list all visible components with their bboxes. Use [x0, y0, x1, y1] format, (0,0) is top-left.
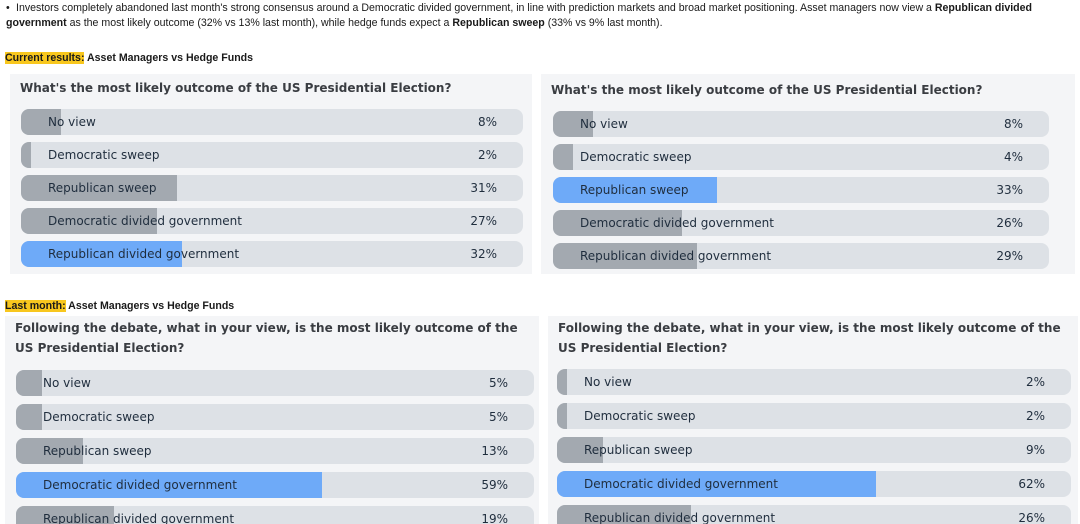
poll-option-bar-fill — [16, 506, 115, 524]
poll-option-percent: 4% — [1003, 150, 1023, 164]
poll-option[interactable]: Republican divided government 19% — [16, 506, 534, 524]
poll-option[interactable]: Democratic divided government 62% — [557, 471, 1071, 497]
poll-option-label: Republican divided government — [48, 247, 240, 261]
poll-question: Following the debate, what in your view,… — [558, 321, 1061, 355]
poll-option-bar-fill — [553, 144, 573, 170]
poll-option-bar-fill — [16, 472, 322, 498]
poll-option-label: Republican divided government — [43, 512, 235, 524]
poll-option-percent: 32% — [470, 247, 497, 261]
poll-option[interactable]: Democratic divided government 26% — [553, 210, 1049, 236]
poll-option-bar-fill — [21, 208, 157, 234]
poll-option-label: Republican divided government — [580, 249, 772, 263]
poll-option[interactable]: No view 2% — [557, 369, 1071, 395]
poll-option[interactable]: Republican sweep 9% — [557, 437, 1071, 463]
current-poll-panel-2: What's the most likely outcome of the US… — [541, 74, 1075, 274]
current-results-heading: Current results: Asset Managers vs Hedge… — [5, 52, 254, 64]
poll-option-percent: 9% — [1025, 443, 1045, 457]
poll-option-label: No view — [48, 115, 96, 129]
poll-option-bar-fill — [557, 471, 876, 497]
poll-option-percent: 5% — [488, 376, 508, 390]
poll-option-bar-fill — [21, 175, 177, 201]
bullet-icon: • — [6, 2, 10, 14]
poll-option-bar-fill — [557, 403, 568, 429]
poll-option-bar-fill — [16, 404, 42, 430]
last-poll-panel-1: Following the debate, what in your view,… — [5, 316, 539, 524]
poll-option[interactable]: Republican sweep 31% — [21, 175, 523, 201]
poll-option-percent: 26% — [1018, 511, 1045, 524]
poll-option[interactable]: Republican divided government 26% — [557, 505, 1071, 524]
poll-option-label: Democratic sweep — [48, 148, 160, 162]
poll-option-percent: 27% — [470, 214, 497, 228]
poll-option-bar-fill — [553, 177, 717, 203]
poll-option-label: Republican sweep — [580, 183, 689, 197]
poll-option-percent: 59% — [481, 478, 508, 492]
poll-option[interactable]: Democratic divided government 59% — [16, 472, 534, 498]
poll-option-label: No view — [580, 117, 628, 131]
poll-option-bar-fill — [557, 437, 604, 463]
poll-option-label: Democratic divided government — [584, 477, 778, 491]
poll-option-bar-fill — [16, 370, 42, 396]
poll-option-percent: 13% — [481, 444, 508, 458]
poll-option-label: No view — [584, 375, 632, 389]
current-results-highlight: Current results: — [5, 52, 85, 64]
poll-option[interactable]: Republican divided government 32% — [21, 241, 523, 267]
poll-option[interactable]: No view 8% — [553, 111, 1049, 137]
poll-question: Following the debate, what in your view,… — [15, 321, 518, 355]
last-month-heading: Last month: Asset Managers vs Hedge Fund… — [5, 300, 235, 312]
poll-option-label: Democratic divided government — [48, 214, 242, 228]
poll-option-label: Democratic sweep — [584, 409, 696, 423]
poll-option-percent: 62% — [1018, 477, 1045, 491]
poll-option[interactable]: No view 8% — [21, 109, 523, 135]
poll-option[interactable]: Republican sweep 33% — [553, 177, 1049, 203]
poll-option-bar-fill — [21, 241, 182, 267]
poll-option-percent: 2% — [477, 148, 497, 162]
poll-option-label: Republican sweep — [48, 181, 157, 195]
poll-option[interactable]: Democratic sweep 2% — [557, 403, 1071, 429]
poll-option-label: Democratic divided government — [580, 216, 774, 230]
poll-option-percent: 2% — [1025, 375, 1045, 389]
poll-option[interactable]: Republican divided government 29% — [553, 243, 1049, 269]
poll-option-bar-fill — [553, 210, 682, 236]
poll-option-label: Democratic sweep — [580, 150, 692, 164]
poll-option-bar-fill — [553, 243, 697, 269]
poll-option-percent: 5% — [488, 410, 508, 424]
poll-option-bar-fill — [21, 142, 32, 168]
poll-option-label: Republican sweep — [584, 443, 693, 457]
poll-option-percent: 33% — [996, 183, 1023, 197]
poll-option-label: Republican divided government — [584, 511, 776, 524]
poll-option[interactable]: Republican sweep 13% — [16, 438, 534, 464]
last-month-highlight: Last month: — [5, 300, 66, 312]
poll-option-bar-fill — [16, 438, 84, 464]
current-poll-panel-1: What's the most likely outcome of the US… — [10, 74, 532, 274]
poll-option-bar-fill — [21, 109, 62, 135]
poll-option[interactable]: Democratic sweep 4% — [553, 144, 1049, 170]
poll-option-percent: 31% — [470, 181, 497, 195]
poll-option[interactable]: Democratic sweep 2% — [21, 142, 523, 168]
intro-bullet-text: • Investors completely abandoned last mon… — [6, 2, 1032, 29]
poll-question: What's the most likely outcome of the US… — [20, 81, 452, 95]
poll-option-percent: 2% — [1025, 409, 1045, 423]
poll-option-percent: 8% — [1003, 117, 1023, 131]
poll-option-bar-fill — [557, 369, 568, 395]
poll-option-percent: 8% — [477, 115, 497, 129]
poll-option-label: Democratic divided government — [43, 478, 237, 492]
poll-option-bar-fill — [553, 111, 593, 137]
last-poll-panel-2: Following the debate, what in your view,… — [548, 316, 1078, 524]
poll-question: What's the most likely outcome of the US… — [551, 83, 983, 97]
poll-option-label: Democratic sweep — [43, 410, 155, 424]
poll-option[interactable]: Democratic sweep 5% — [16, 404, 534, 430]
poll-option-bar-fill — [557, 505, 691, 524]
poll-option[interactable]: No view 5% — [16, 370, 534, 396]
poll-option[interactable]: Democratic divided government 27% — [21, 208, 523, 234]
poll-option-label: Republican sweep — [43, 444, 152, 458]
poll-option-percent: 19% — [481, 512, 508, 524]
poll-option-percent: 26% — [996, 216, 1023, 230]
poll-option-percent: 29% — [996, 249, 1023, 263]
poll-option-label: No view — [43, 376, 91, 390]
